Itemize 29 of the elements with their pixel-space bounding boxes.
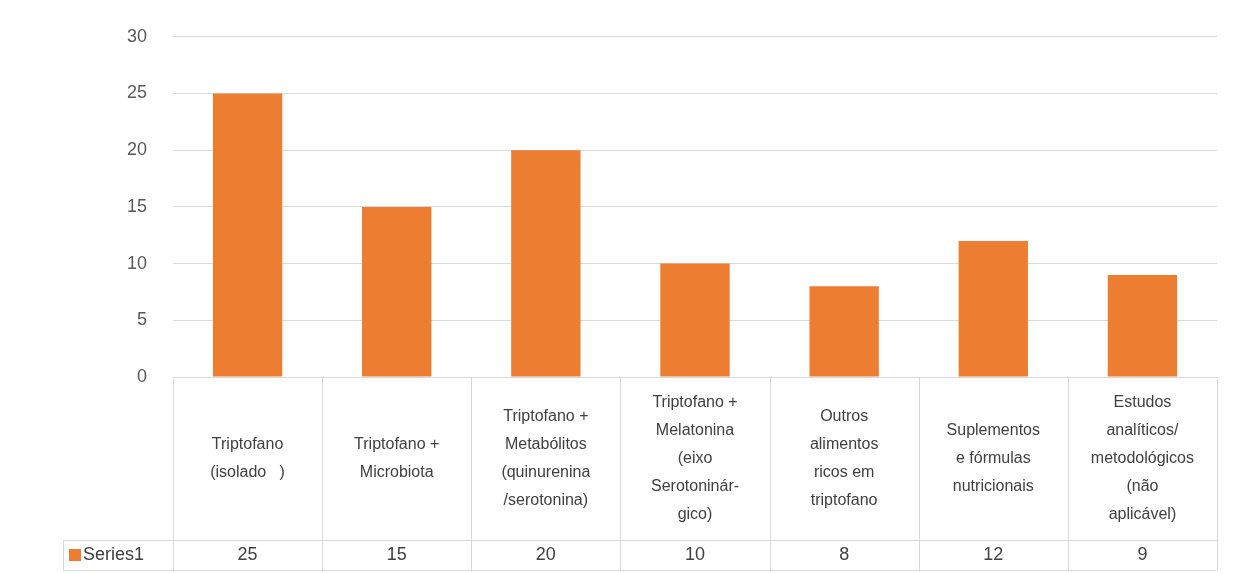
y-tick-label: 0 xyxy=(136,365,147,386)
data-label: 15 xyxy=(386,543,407,564)
x-tick-label: Estudos analíticos/ metodológicos (não aplicável) xyxy=(1090,392,1195,522)
bar xyxy=(1107,274,1178,377)
bar xyxy=(809,286,879,377)
bar xyxy=(958,240,1028,377)
data-label: 25 xyxy=(237,543,258,564)
data-label: 12 xyxy=(983,543,1004,564)
y-tick-label: 10 xyxy=(126,252,147,273)
data-label: 10 xyxy=(684,543,706,564)
y-tick-label: 25 xyxy=(126,82,147,103)
bar xyxy=(511,150,581,377)
x-tick-label: Triptofano + Microbiota xyxy=(354,434,440,480)
x-tick-label: Triptofano + Metabólitos (quinurenina /serotonina) xyxy=(501,406,591,508)
data-label: 9 xyxy=(1137,543,1148,564)
bar xyxy=(362,206,432,377)
y-tick-label: 5 xyxy=(136,309,147,330)
x-tick-label: Triptofano (isolado ) xyxy=(210,434,285,480)
bar xyxy=(212,93,283,377)
y-tick-label: 20 xyxy=(126,139,147,160)
data-label: 20 xyxy=(535,543,556,564)
bar xyxy=(660,263,730,377)
y-tick-label: 15 xyxy=(126,195,147,216)
legend-label: Series1 xyxy=(83,543,145,564)
x-tick-label: Suplementos e fórmulas nutricionais xyxy=(946,420,1040,494)
y-tick-label: 30 xyxy=(126,25,147,46)
x-tick-label: Triptofano + Melatonina (eixo Serotoninár- gico) xyxy=(650,392,740,522)
data-label: 8 xyxy=(839,543,850,564)
x-tick-label: Outros alimentos ricos em triptofano xyxy=(809,406,879,508)
